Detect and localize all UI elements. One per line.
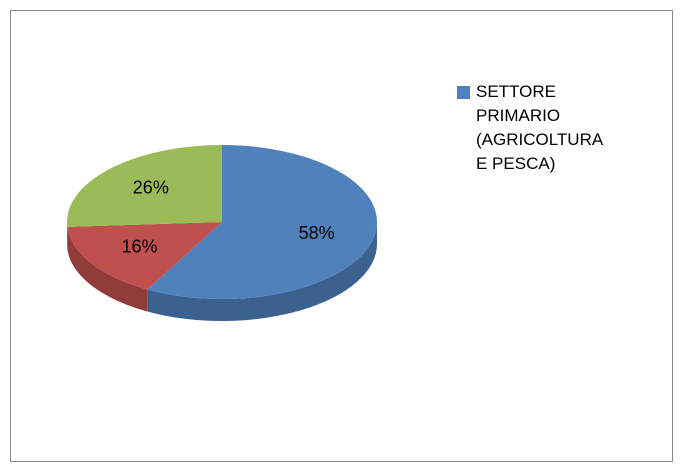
data-label: 16% bbox=[122, 237, 158, 257]
slice-side bbox=[147, 222, 377, 321]
slice bbox=[67, 222, 223, 290]
data-label: 26% bbox=[133, 178, 169, 198]
legend-swatch bbox=[457, 86, 470, 99]
slice bbox=[147, 145, 378, 300]
legend-label: SETTORE PRIMARIO (AGRICOLTURA E PESCA) bbox=[476, 82, 603, 173]
slice bbox=[67, 145, 222, 227]
data-label: 58% bbox=[299, 223, 335, 243]
slice-side bbox=[67, 226, 148, 312]
